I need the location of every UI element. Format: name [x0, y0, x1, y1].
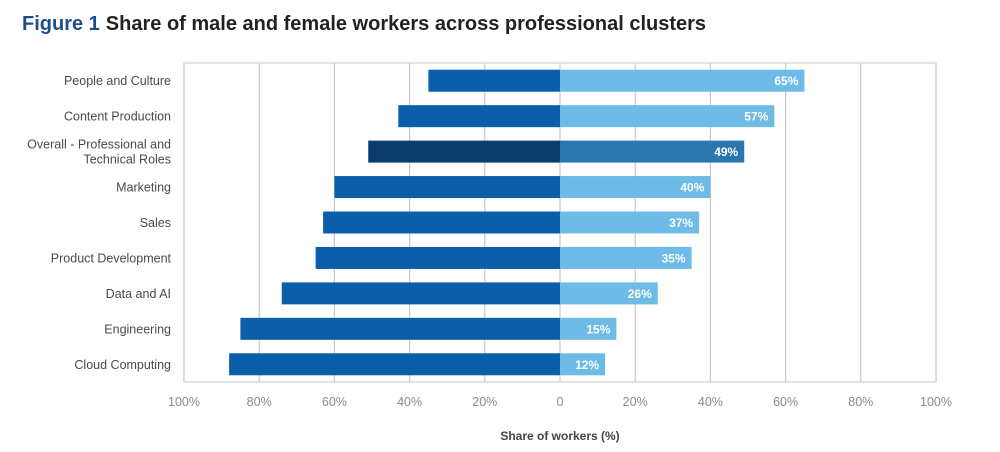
category-label: Marketing — [116, 181, 171, 195]
bar-left — [315, 246, 560, 269]
bar-left — [323, 211, 560, 234]
x-tick-label: 0 — [557, 395, 564, 409]
category-label: Product Development — [51, 251, 172, 265]
x-tick-label: 20% — [472, 395, 497, 409]
figure-title-text: Share of male and female workers across … — [105, 13, 707, 35]
x-tick-label: 60% — [322, 395, 347, 409]
x-axis-title: Share of workers (%) — [500, 429, 619, 443]
bar-right — [560, 282, 658, 305]
bar-left — [229, 353, 560, 376]
category-label: Engineering — [104, 322, 171, 336]
bar-right — [560, 176, 711, 199]
data-label: 35% — [662, 251, 686, 265]
x-tick-label: 20% — [623, 395, 648, 409]
bar-left — [368, 140, 560, 163]
bar-right — [560, 105, 775, 128]
bar-right — [560, 69, 805, 92]
data-label: 15% — [586, 322, 610, 336]
figure-number: Figure 1 — [22, 13, 100, 35]
bar-left — [428, 69, 560, 92]
bar-left — [281, 282, 560, 305]
category-label: People and Culture — [64, 74, 171, 88]
bar-right — [560, 353, 606, 376]
bar-right — [560, 140, 745, 163]
category-label: Cloud Computing — [74, 358, 171, 372]
figure-title: Figure 1 Share of male and female workers… — [22, 13, 706, 36]
category-label: Overall - Professional and Technical Role… — [27, 138, 171, 167]
bar-left — [398, 105, 560, 128]
category-label: Content Production — [64, 110, 171, 124]
data-label: 57% — [744, 110, 768, 124]
bar-right — [560, 246, 692, 269]
x-tick-label: 80% — [247, 395, 272, 409]
data-label: 37% — [669, 216, 693, 230]
x-tick-label: 60% — [773, 395, 798, 409]
x-tick-label: 80% — [848, 395, 873, 409]
bar-right — [560, 317, 617, 340]
x-tick-label: 100% — [920, 395, 952, 409]
data-label: 49% — [714, 145, 738, 159]
bar-left — [240, 317, 560, 340]
x-tick-label: 40% — [397, 395, 422, 409]
x-tick-label: 100% — [168, 395, 200, 409]
bar-right — [560, 211, 700, 234]
data-label: 65% — [774, 74, 798, 88]
x-tick-label: 40% — [698, 395, 723, 409]
bar-left — [334, 176, 560, 199]
category-label: Data and AI — [106, 287, 171, 301]
data-label: 40% — [680, 181, 704, 195]
data-label: 26% — [628, 287, 652, 301]
category-label: Sales — [140, 216, 171, 230]
data-label: 12% — [575, 358, 599, 372]
